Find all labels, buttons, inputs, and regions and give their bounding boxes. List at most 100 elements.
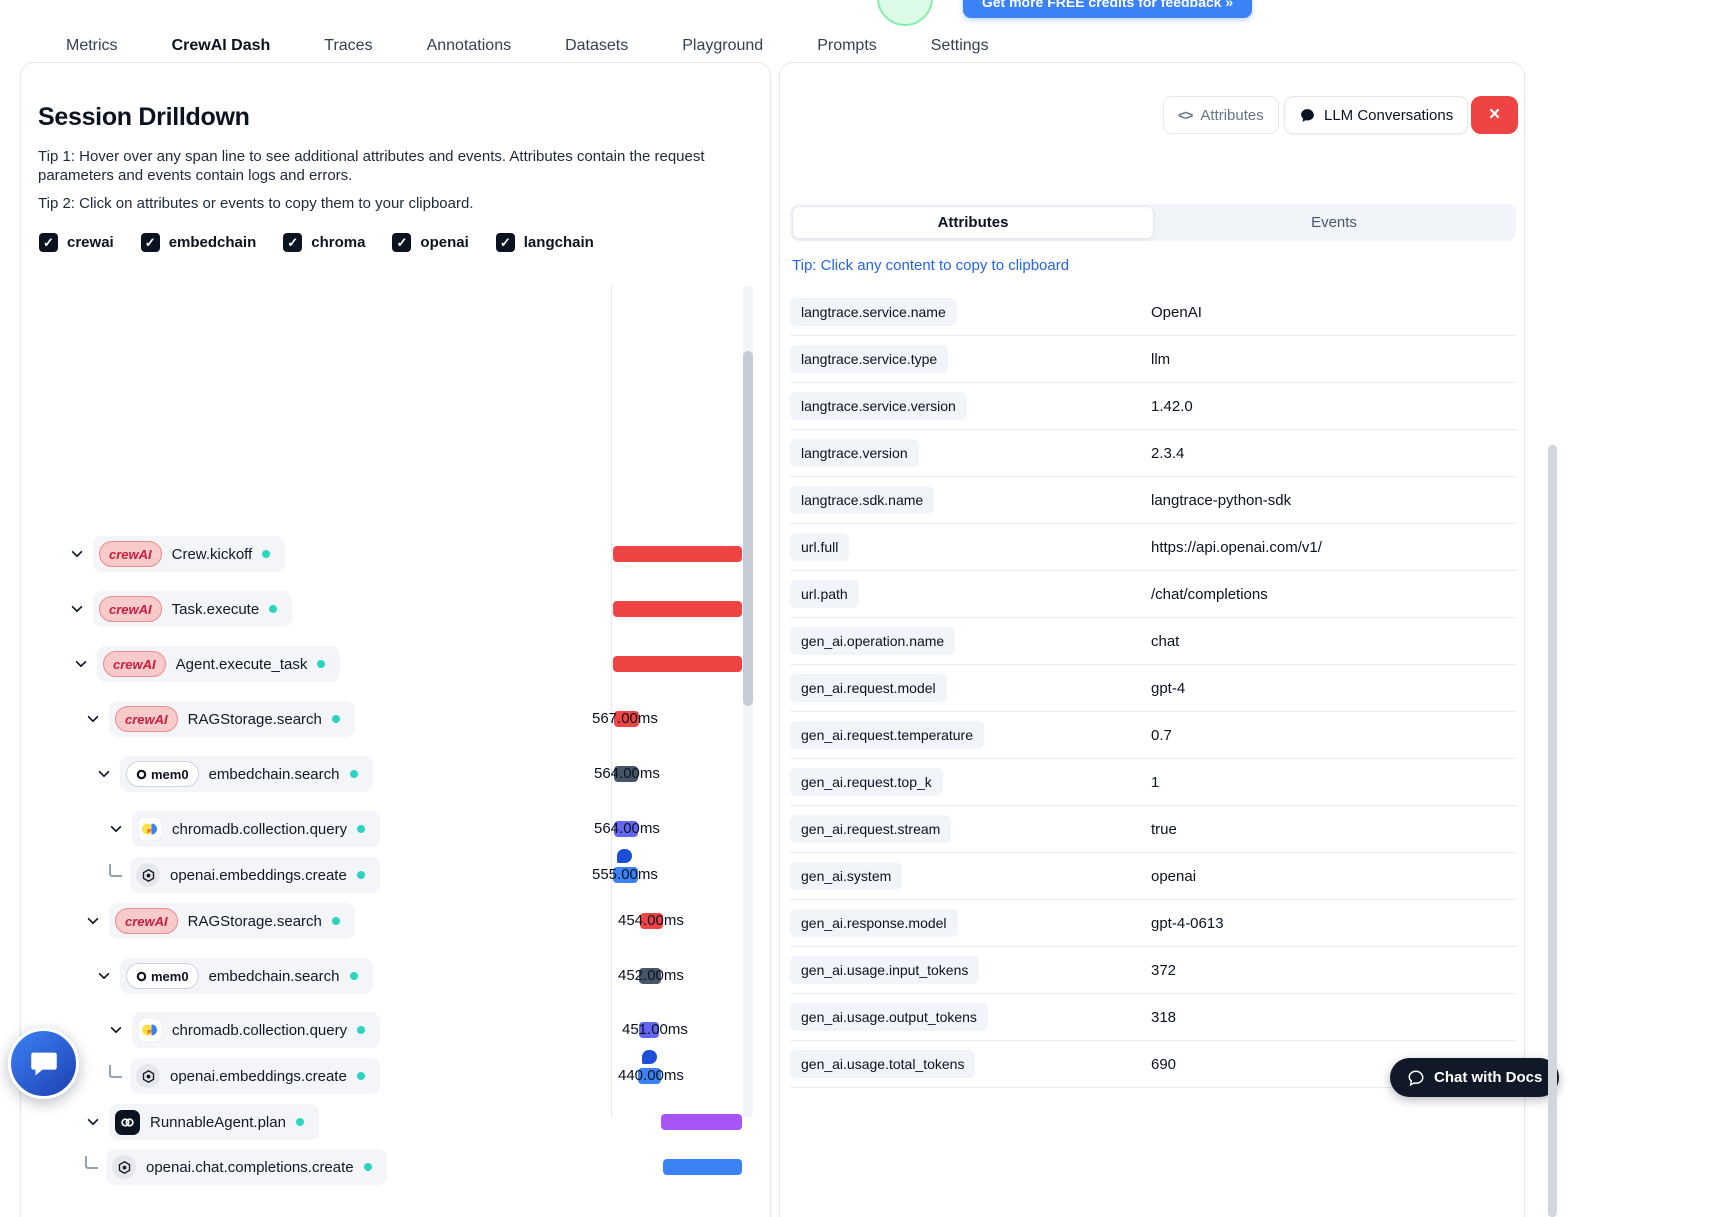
attribute-key[interactable]: langtrace.version bbox=[790, 439, 919, 467]
attribute-key[interactable]: langtrace.sdk.name bbox=[790, 486, 935, 514]
duration-bar[interactable] bbox=[614, 821, 638, 837]
chevron-down-icon[interactable] bbox=[96, 766, 112, 782]
duration-bar[interactable] bbox=[661, 1114, 742, 1130]
span-row[interactable]: RunnableAgent.plan bbox=[21, 1104, 756, 1140]
chevron-down-icon[interactable] bbox=[69, 546, 85, 562]
span-pill[interactable]: RunnableAgent.plan bbox=[109, 1104, 319, 1140]
chat-with-docs-button[interactable]: Chat with Docs bbox=[1390, 1058, 1560, 1097]
attribute-value[interactable]: 372 bbox=[1151, 961, 1177, 979]
span-pill[interactable]: crewAI Task.execute bbox=[93, 591, 293, 627]
attribute-value[interactable]: langtrace-python-sdk bbox=[1151, 491, 1292, 509]
tab-traces[interactable]: Traces bbox=[306, 26, 390, 68]
chevron-down-icon[interactable] bbox=[96, 968, 112, 984]
attribute-value[interactable]: 2.3.4 bbox=[1151, 444, 1185, 462]
attribute-key[interactable]: gen_ai.request.model bbox=[790, 674, 947, 702]
span-pill[interactable]: mem0 embedchain.search bbox=[120, 958, 373, 994]
llm-conversations-button[interactable]: LLM Conversations bbox=[1284, 96, 1469, 134]
copy-tip-link[interactable]: Tip: Click any content to copy to clipbo… bbox=[792, 257, 1070, 274]
span-row[interactable]: crewAI RAGStorage.search 567.00ms bbox=[21, 701, 756, 737]
filter-embedchain[interactable]: ✓ embedchain bbox=[140, 233, 256, 252]
attribute-value[interactable]: 318 bbox=[1151, 1008, 1177, 1026]
duration-bar[interactable] bbox=[640, 913, 663, 929]
tab-events[interactable]: Events bbox=[1154, 206, 1514, 239]
span-scrollbar-thumb[interactable] bbox=[743, 351, 753, 706]
attribute-key[interactable]: gen_ai.usage.input_tokens bbox=[790, 956, 980, 984]
span-pill[interactable]: openai.chat.completions.create bbox=[106, 1149, 387, 1185]
attribute-value[interactable]: llm bbox=[1151, 350, 1171, 368]
attribute-key[interactable]: url.path bbox=[790, 580, 859, 608]
attribute-value[interactable]: chat bbox=[1151, 632, 1180, 650]
tab-datasets[interactable]: Datasets bbox=[547, 26, 646, 68]
avatar[interactable] bbox=[877, 0, 933, 26]
chevron-down-icon[interactable] bbox=[85, 1114, 101, 1130]
span-row[interactable]: chromadb.collection.query 564.00ms bbox=[21, 811, 756, 847]
span-pill[interactable]: openai.embeddings.create bbox=[130, 1058, 380, 1094]
chevron-down-icon[interactable] bbox=[85, 913, 101, 929]
attribute-value[interactable]: gpt-4-0613 bbox=[1151, 914, 1224, 932]
span-row[interactable]: mem0 embedchain.search 452.00ms bbox=[21, 958, 756, 994]
duration-bar[interactable] bbox=[614, 711, 639, 727]
chevron-down-icon[interactable] bbox=[69, 601, 85, 617]
span-pill[interactable]: crewAI RAGStorage.search bbox=[109, 903, 355, 939]
attribute-key[interactable]: gen_ai.response.model bbox=[790, 909, 958, 937]
attribute-value[interactable]: 1 bbox=[1151, 773, 1160, 791]
chevron-down-icon[interactable] bbox=[108, 821, 124, 837]
attribute-value[interactable]: 1.42.0 bbox=[1151, 397, 1193, 415]
span-row[interactable]: mem0 embedchain.search 564.00ms bbox=[21, 756, 756, 792]
checkbox-embedchain[interactable]: ✓ bbox=[140, 233, 160, 252]
checkbox-langchain[interactable]: ✓ bbox=[495, 233, 515, 252]
attributes-code-button[interactable]: <> Attributes bbox=[1163, 96, 1279, 134]
span-pill[interactable]: crewAI RAGStorage.search bbox=[109, 701, 355, 737]
attribute-key[interactable]: gen_ai.request.top_k bbox=[790, 768, 943, 796]
span-row[interactable]: crewAI Crew.kickoff bbox=[21, 536, 756, 572]
close-button[interactable]: × bbox=[1471, 96, 1518, 134]
filter-openai[interactable]: ✓ openai bbox=[392, 233, 469, 252]
checkbox-openai[interactable]: ✓ bbox=[392, 233, 412, 252]
duration-bar[interactable] bbox=[613, 656, 742, 672]
span-row[interactable]: openai.chat.completions.create bbox=[21, 1149, 756, 1185]
filter-crewai[interactable]: ✓ crewai bbox=[39, 233, 114, 252]
attribute-key[interactable]: gen_ai.system bbox=[790, 862, 903, 890]
attribute-key[interactable]: langtrace.service.name bbox=[790, 298, 957, 326]
span-row[interactable]: crewAI Agent.execute_task bbox=[21, 646, 756, 682]
chat-widget-button[interactable] bbox=[8, 1028, 79, 1099]
attribute-key[interactable]: gen_ai.usage.output_tokens bbox=[790, 1003, 988, 1031]
tab-annotations[interactable]: Annotations bbox=[409, 26, 530, 68]
attribute-key[interactable]: langtrace.service.type bbox=[790, 345, 949, 373]
duration-bar[interactable] bbox=[639, 1022, 659, 1038]
filter-chroma[interactable]: ✓ chroma bbox=[283, 233, 365, 252]
tab-metrics[interactable]: Metrics bbox=[48, 26, 136, 68]
attribute-key[interactable]: langtrace.service.version bbox=[790, 392, 967, 420]
span-pill[interactable]: mem0 embedchain.search bbox=[120, 756, 373, 792]
span-pill[interactable]: crewAI Agent.execute_task bbox=[97, 646, 341, 682]
attribute-value[interactable]: openai bbox=[1151, 867, 1197, 885]
tab-settings[interactable]: Settings bbox=[913, 26, 1007, 68]
span-row[interactable]: chromadb.collection.query 451.00ms bbox=[21, 1012, 756, 1048]
attribute-value[interactable]: /chat/completions bbox=[1151, 585, 1268, 603]
checkbox-crewai[interactable]: ✓ bbox=[39, 233, 58, 252]
duration-bar[interactable] bbox=[639, 968, 661, 984]
tab-playground[interactable]: Playground bbox=[664, 26, 781, 68]
duration-bar[interactable] bbox=[613, 867, 638, 883]
attribute-value[interactable]: https://api.openai.com/v1/ bbox=[1151, 538, 1322, 556]
span-row[interactable]: crewAI Task.execute bbox=[21, 591, 756, 627]
span-pill[interactable]: openai.embeddings.create bbox=[130, 857, 380, 893]
duration-bar[interactable] bbox=[614, 766, 638, 782]
attribute-value[interactable]: 690 bbox=[1151, 1055, 1177, 1073]
attribute-value[interactable]: 0.7 bbox=[1151, 726, 1172, 744]
span-pill[interactable]: chromadb.collection.query bbox=[132, 811, 381, 847]
tab-prompts[interactable]: Prompts bbox=[799, 26, 895, 68]
chevron-down-icon[interactable] bbox=[108, 1022, 124, 1038]
span-pill[interactable]: chromadb.collection.query bbox=[132, 1012, 381, 1048]
chevron-down-icon[interactable] bbox=[85, 711, 101, 727]
span-pill[interactable]: crewAI Crew.kickoff bbox=[93, 536, 286, 572]
attribute-key[interactable]: gen_ai.operation.name bbox=[790, 627, 956, 655]
attribute-value[interactable]: OpenAI bbox=[1151, 303, 1202, 321]
page-scrollbar-thumb[interactable] bbox=[1548, 445, 1557, 1217]
span-row[interactable]: openai.embeddings.create 555.00ms bbox=[21, 849, 756, 893]
attribute-key[interactable]: gen_ai.request.temperature bbox=[790, 721, 984, 749]
credits-button[interactable]: Get more FREE credits for feedback » bbox=[963, 0, 1252, 18]
attribute-key[interactable]: gen_ai.request.stream bbox=[790, 815, 952, 843]
attribute-value[interactable]: gpt-4 bbox=[1151, 679, 1186, 697]
attribute-key[interactable]: gen_ai.usage.total_tokens bbox=[790, 1050, 976, 1078]
